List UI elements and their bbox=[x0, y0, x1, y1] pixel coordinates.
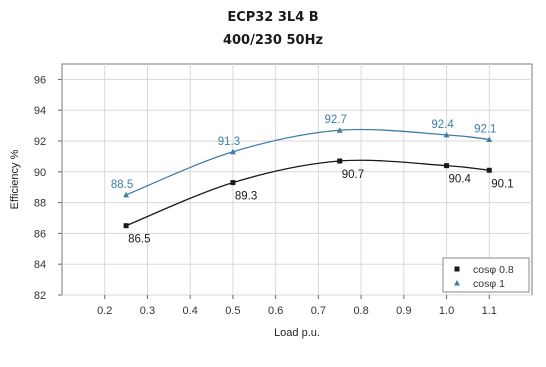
y-axis-ticks: 82 84 86 88 90 92 94 96 bbox=[34, 74, 62, 302]
data-point bbox=[123, 223, 129, 229]
x-tick-label: 0.3 bbox=[140, 305, 155, 317]
legend-box bbox=[442, 257, 530, 293]
x-tick-label: 1.0 bbox=[439, 305, 454, 317]
series-group: 86.5 89.3 90.7 90.4 90.1 88.5 91.3 92.7 92.4 92.1 bbox=[111, 114, 514, 245]
data-point bbox=[337, 158, 343, 164]
data-label: 90.4 bbox=[449, 174, 472, 186]
data-label: 92.4 bbox=[431, 119, 454, 131]
data-point bbox=[230, 180, 236, 186]
chart-subtitle: 400/230 50Hz bbox=[222, 33, 324, 48]
data-label: 92.1 bbox=[474, 123, 496, 135]
data-label: 90.7 bbox=[342, 169, 364, 181]
legend-marker bbox=[454, 280, 460, 286]
data-label: 88.5 bbox=[111, 179, 133, 191]
legend-label: cosφ 0.8 bbox=[473, 264, 514, 276]
data-label: 90.1 bbox=[491, 178, 513, 190]
x-axis-label: Load p.u. bbox=[274, 327, 320, 339]
data-label: 89.3 bbox=[235, 191, 257, 203]
x-tick-label: 0.6 bbox=[268, 305, 283, 317]
data-point bbox=[486, 136, 493, 142]
y-tick-label: 90 bbox=[34, 167, 46, 179]
y-tick-label: 92 bbox=[34, 136, 46, 148]
y-tick-label: 94 bbox=[34, 105, 46, 117]
data-label: 91.3 bbox=[218, 136, 240, 148]
data-point bbox=[123, 191, 130, 198]
x-tick-label: 0.7 bbox=[311, 305, 326, 317]
y-tick-label: 84 bbox=[34, 259, 46, 271]
x-tick-label: 1.1 bbox=[482, 305, 497, 317]
series-line-1 bbox=[125, 159, 490, 227]
y-axis-label: Efficiency % bbox=[9, 149, 21, 209]
data-point bbox=[444, 163, 450, 169]
chart-title: ECP32 3L4 B bbox=[227, 10, 319, 25]
x-tick-label: 0.5 bbox=[225, 305, 240, 317]
data-point bbox=[486, 167, 492, 173]
data-label: 92.7 bbox=[325, 114, 347, 126]
y-tick-label: 96 bbox=[34, 74, 46, 86]
legend-label: cosφ 1 bbox=[473, 278, 505, 290]
data-point bbox=[443, 131, 450, 138]
x-tick-label: 0.9 bbox=[396, 305, 411, 317]
y-tick-label: 86 bbox=[34, 228, 46, 240]
series-line-2 bbox=[125, 128, 490, 196]
data-point bbox=[229, 148, 236, 155]
data-point bbox=[336, 127, 343, 133]
x-tick-label: 0.8 bbox=[353, 305, 368, 317]
legend-marker bbox=[454, 266, 460, 272]
grid-lines bbox=[62, 64, 532, 296]
x-tick-label: 0.4 bbox=[183, 305, 198, 317]
legend: cosφ 0.8 cosφ 1 bbox=[442, 257, 530, 293]
y-tick-label: 82 bbox=[34, 290, 46, 302]
data-label: 86.5 bbox=[128, 234, 150, 246]
x-axis-ticks: 0.2 0.3 0.4 0.5 0.6 0.7 0.8 0.9 1.0 1.1 bbox=[97, 295, 497, 317]
y-tick-label: 88 bbox=[34, 198, 46, 210]
x-tick-label: 0.2 bbox=[97, 305, 112, 317]
